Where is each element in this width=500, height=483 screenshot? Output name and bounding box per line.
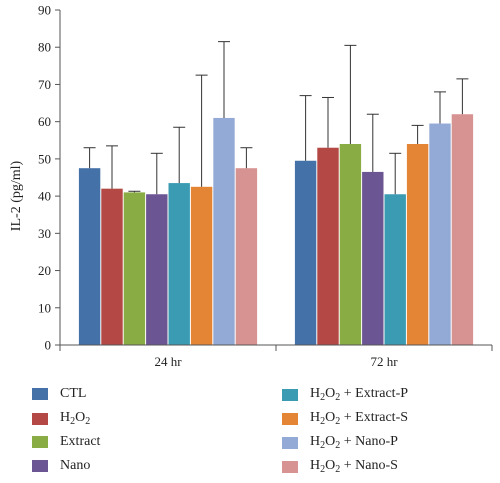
legend-label-text: O [325, 434, 336, 449]
legend-swatch [32, 388, 48, 400]
legend-label: Extract [60, 434, 100, 450]
legend-label-subscript: 2 [85, 416, 91, 427]
y-tick-label: 30 [38, 226, 51, 241]
x-tick-label: 24 hr [154, 354, 182, 369]
bar [429, 123, 451, 346]
bar [406, 144, 429, 345]
legend-label-text: H [310, 386, 321, 401]
legend-swatch [282, 388, 298, 401]
legend-label-text: + Nano-P [340, 434, 398, 449]
y-tick-label: 20 [38, 263, 51, 278]
legend-label: Nano [60, 458, 90, 474]
bar [123, 192, 146, 345]
axes [59, 10, 493, 351]
legend-item: Nano [32, 458, 90, 474]
y-tick-label: 80 [38, 40, 51, 55]
legend-swatch [282, 460, 298, 473]
legend-label-subscript: 2 [320, 392, 326, 403]
legend-item: Extract [32, 434, 100, 450]
legend-label-subscript: 2 [320, 440, 326, 451]
legend-label: H2O2 + Extract-P [310, 386, 408, 403]
legend-label-text: H [60, 410, 71, 425]
legend-label-text: CTL [60, 386, 87, 401]
legend-label-text: H [310, 458, 321, 473]
legend-label: CTL [60, 386, 86, 402]
bar [451, 114, 474, 345]
legend-label-text: + Extract-S [340, 410, 409, 425]
bar [384, 194, 406, 345]
bar [317, 147, 339, 345]
legend-item: H2O2 + Nano-S [282, 458, 398, 475]
y-tick-label: 60 [38, 114, 51, 129]
legend-item: H2O2 + Nano-P [282, 434, 398, 451]
y-tick-label: 0 [45, 338, 52, 353]
legend-item: H2O2 + Extract-S [282, 410, 408, 427]
bar [213, 117, 235, 345]
y-axis-title: IL-2 (pg/ml) [9, 160, 24, 231]
bar [235, 168, 258, 345]
error-bars [83, 41, 469, 195]
legend-label-text: O [325, 386, 336, 401]
legend-label-text: H [310, 410, 321, 425]
legend-label-text: + Nano-S [340, 458, 398, 473]
legend-label-text: Extract [60, 434, 101, 449]
legend-label-subscript: 2 [320, 416, 326, 427]
legend-swatch [282, 412, 298, 425]
bar [294, 160, 317, 345]
legend-label-subscript: 2 [320, 464, 326, 475]
y-tick-label: 70 [38, 77, 51, 92]
legend-item: CTL [32, 386, 86, 402]
legend-label: H2O2 + Extract-S [310, 410, 408, 427]
legend-label-text: O [325, 458, 336, 473]
legend-label-subscript: 2 [335, 440, 341, 451]
y-axis-ticks [55, 9, 60, 346]
legend-swatch [32, 436, 48, 448]
x-tick-label: 72 hr [370, 354, 398, 369]
axis-labels: 0 10 20 30 40 50 60 70 80 90 24 hr 72 hr [38, 3, 398, 370]
y-tick-label: 10 [38, 300, 51, 315]
bar [339, 144, 362, 345]
legend-label-text: O [325, 410, 336, 425]
legend-label-text: + Extract-P [340, 386, 409, 401]
legend-label-subscript: 2 [335, 392, 341, 403]
legend-label-subscript: 2 [335, 464, 341, 475]
bar [101, 188, 123, 345]
legend-label-text: O [75, 410, 86, 425]
legend-label-text: Nano [60, 458, 91, 473]
legend-label: H2O2 + Nano-S [310, 458, 398, 475]
legend-swatch [32, 412, 48, 425]
y-tick-label: 40 [38, 189, 51, 204]
legend-swatch [32, 460, 48, 472]
legend-label-subscript: 2 [70, 416, 76, 427]
legend-item: H2O2 [32, 410, 90, 427]
legend-label: H2O2 + Nano-P [310, 434, 398, 451]
bar [78, 168, 101, 345]
legend-label-text: H [310, 434, 321, 449]
legend-swatch [282, 436, 298, 449]
legend-item: H2O2 + Extract-P [282, 386, 408, 403]
legend-label: H2O2 [60, 410, 90, 427]
bar [146, 194, 168, 345]
y-tick-label: 50 [38, 151, 51, 166]
bar [190, 186, 213, 345]
y-tick-label: 90 [38, 3, 51, 18]
bar [168, 183, 190, 345]
bars [78, 114, 474, 346]
legend-label-subscript: 2 [335, 416, 341, 427]
bar [362, 171, 384, 345]
